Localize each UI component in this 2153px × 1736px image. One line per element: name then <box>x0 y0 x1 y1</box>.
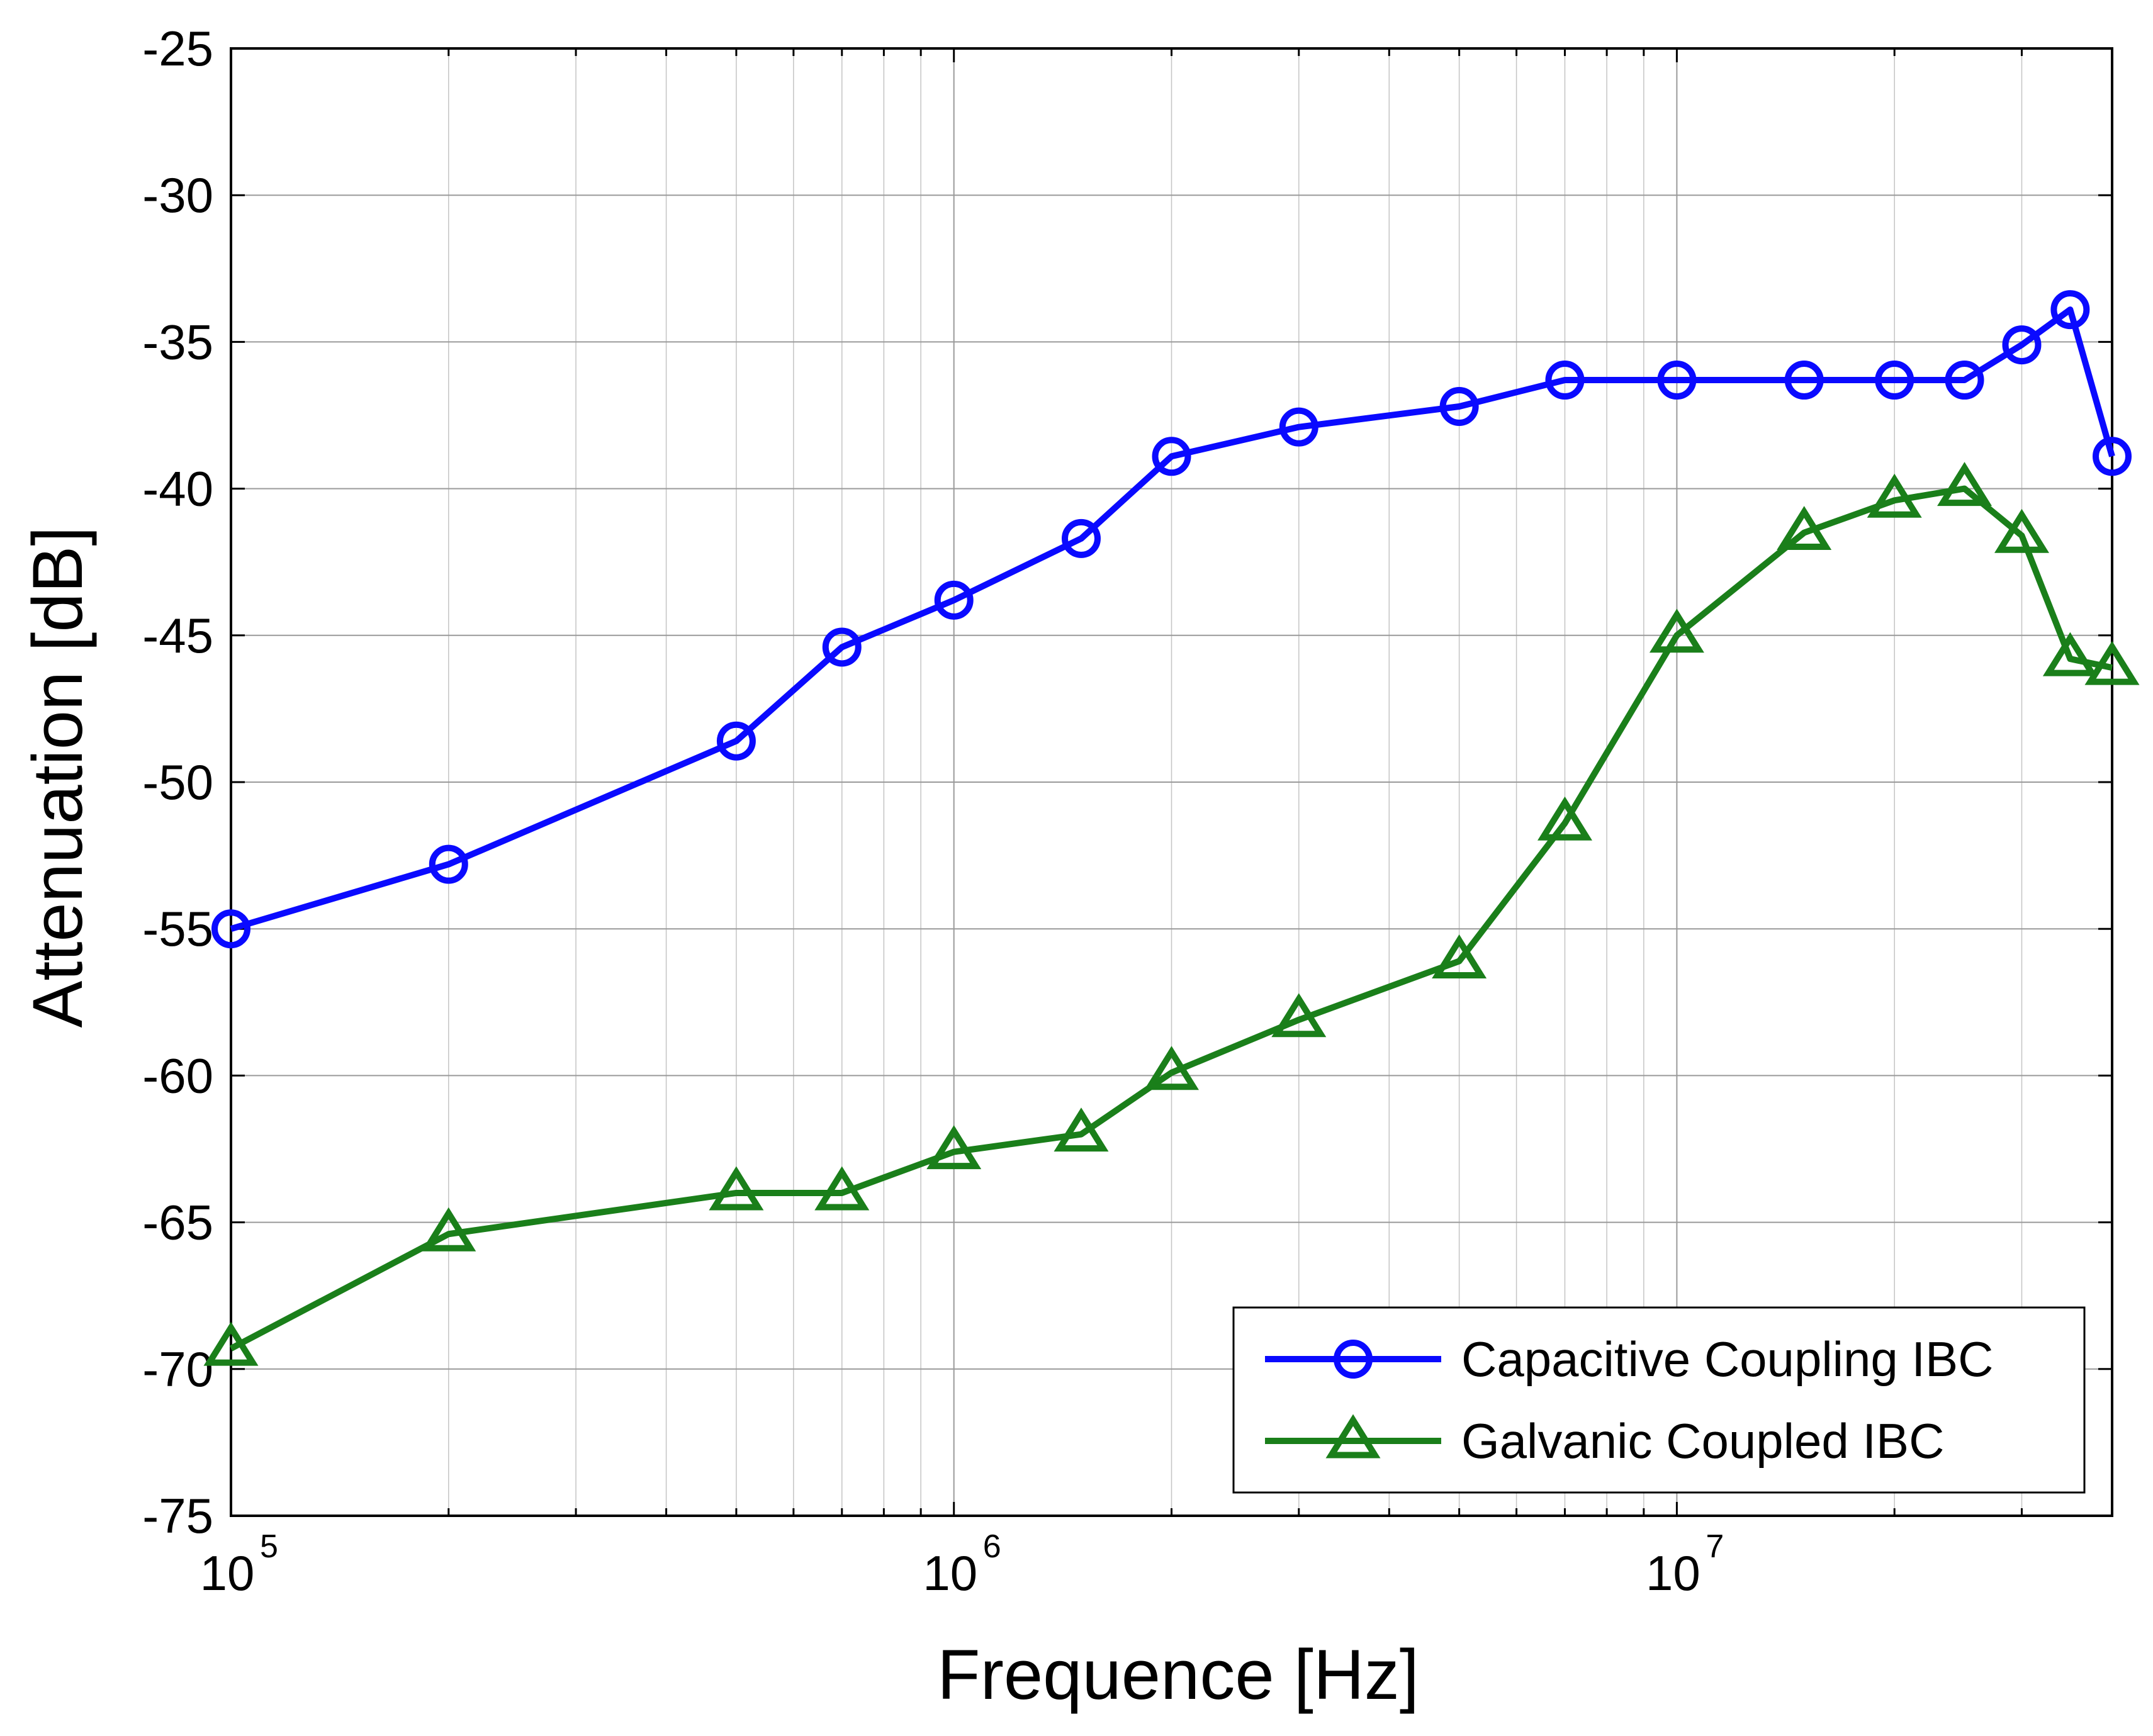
y-tick-label: -65 <box>142 1195 213 1250</box>
data-point-triangle <box>1432 934 1487 979</box>
data-point-triangle <box>1271 993 1327 1038</box>
data-point-triangle <box>814 1166 870 1211</box>
data-point-triangle <box>1777 506 1832 551</box>
y-tick-label: -75 <box>142 1488 213 1543</box>
y-tick-label: -25 <box>142 21 213 76</box>
axis-ticks <box>230 47 2113 1517</box>
data-point-triangle <box>1054 1107 1109 1152</box>
data-point-triangle <box>1649 608 1704 653</box>
data-point-triangle <box>2084 641 2140 685</box>
legend-entry: Galvanic Coupled IBC <box>1265 1413 1944 1469</box>
data-point-triangle <box>1144 1046 1199 1090</box>
x-tick-label: 10 5 <box>200 1528 278 1601</box>
data-point-circle <box>1875 361 1914 400</box>
series-galvanic <box>203 462 2140 1366</box>
data-point-triangle <box>1537 796 1592 841</box>
legend-box <box>1232 1306 2086 1494</box>
legend-label: Capacitive Coupling IBC <box>1461 1331 1993 1387</box>
y-tick-label: -55 <box>142 901 213 956</box>
data-point-triangle <box>2042 632 2098 676</box>
y-tick-label: -70 <box>142 1341 213 1397</box>
data-point-circle <box>2002 325 2042 365</box>
grid-lines <box>230 48 2113 1516</box>
data-point-circle <box>716 721 756 761</box>
data-point-triangle <box>926 1125 982 1170</box>
x-tick-base: 10 <box>1646 1545 1700 1601</box>
data-point-triangle <box>709 1166 764 1211</box>
x-tick-exponent: 5 <box>260 1528 278 1565</box>
x-tick-base: 10 <box>923 1545 977 1601</box>
data-point-circle <box>822 627 862 667</box>
data-point-circle <box>1945 361 1984 400</box>
data-point-triangle <box>1867 473 1922 518</box>
data-point-circle <box>1334 1340 1373 1379</box>
y-tick-label: -45 <box>142 608 213 663</box>
series-line <box>230 306 2115 932</box>
y-axis-title: Attenuation [dB] <box>18 526 97 1028</box>
data-point-circle <box>211 909 250 949</box>
x-tick-label: 10 6 <box>923 1528 1001 1601</box>
data-point-circle <box>1152 437 1191 476</box>
data-point-triangle <box>1994 508 2049 553</box>
data-point-circle <box>1061 518 1101 558</box>
data-point-triangle <box>203 1321 259 1366</box>
legend-entry: Capacitive Coupling IBC <box>1265 1331 1993 1387</box>
y-tick-label: -50 <box>142 754 213 810</box>
y-tick-label: -60 <box>142 1048 213 1103</box>
data-point-circle <box>1657 361 1697 400</box>
x-tick-base: 10 <box>200 1545 255 1601</box>
data-point-circle <box>1279 407 1318 447</box>
data-point-circle <box>1784 361 1824 400</box>
series-capacitive <box>211 290 2132 949</box>
data-point-circle <box>1545 361 1585 400</box>
y-tick-label: -35 <box>142 314 213 369</box>
x-tick-exponent: 7 <box>1706 1528 1724 1565</box>
x-tick-label: 10 7 <box>1646 1528 1724 1601</box>
data-point-circle <box>1439 387 1479 427</box>
data-point-circle <box>2093 437 2132 476</box>
data-point-circle <box>934 580 974 620</box>
y-tick-label: -40 <box>142 461 213 517</box>
data-point-triangle <box>1325 1414 1381 1459</box>
series-layer <box>203 290 2140 1366</box>
legend-label: Galvanic Coupled IBC <box>1461 1413 1944 1469</box>
data-point-circle <box>429 844 468 884</box>
data-point-triangle <box>1937 462 1993 507</box>
legend: Capacitive Coupling IBC Galvanic Coupled … <box>1232 1306 2086 1494</box>
x-tick-labels: 10 5 10 6 10 7 <box>200 1528 1724 1601</box>
data-point-triangle <box>421 1207 476 1252</box>
y-tick-label: -30 <box>142 167 213 223</box>
x-tick-exponent: 6 <box>983 1528 1001 1565</box>
data-point-circle <box>2050 290 2090 330</box>
x-axis-title: Frequence [Hz] <box>937 1635 1419 1714</box>
y-tick-labels: -75 -70 -65 -60 -55 -50 -45 -40 -35 -30 -25 <box>142 21 213 1543</box>
